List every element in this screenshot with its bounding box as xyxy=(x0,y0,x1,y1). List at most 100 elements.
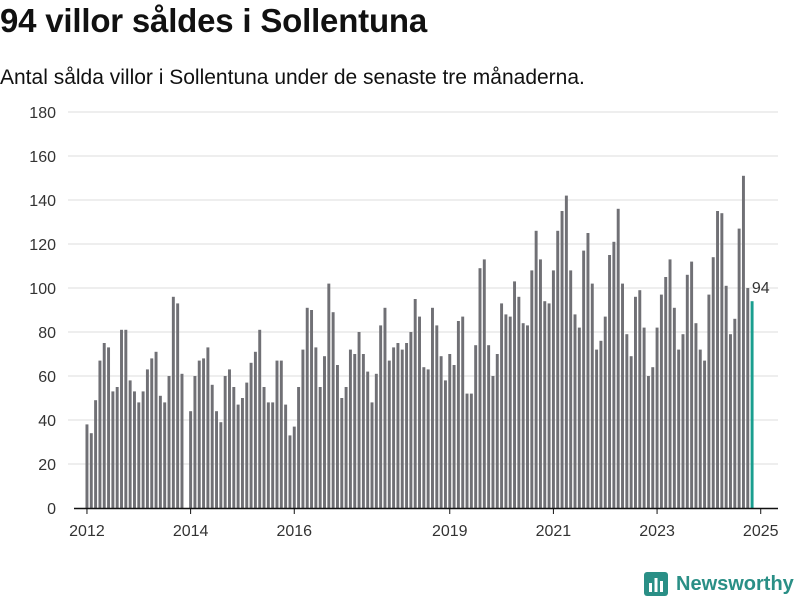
bar xyxy=(543,301,547,508)
bar xyxy=(240,398,244,508)
x-tick-label: 2019 xyxy=(432,523,468,540)
bar xyxy=(586,233,590,508)
bar xyxy=(374,373,378,508)
bar xyxy=(500,303,504,508)
bar xyxy=(228,369,231,508)
newsworthy-logo: Newsworthy xyxy=(644,570,794,598)
bar xyxy=(478,268,482,508)
bar xyxy=(422,367,426,508)
bar xyxy=(448,354,452,508)
y-tick-label: 100 xyxy=(29,281,56,298)
y-tick-label: 140 xyxy=(29,193,56,210)
bar xyxy=(305,307,309,508)
y-tick-label: 60 xyxy=(38,369,56,386)
bar xyxy=(530,270,534,508)
bar xyxy=(154,351,158,508)
bar xyxy=(577,327,581,508)
bar xyxy=(383,307,387,508)
bar xyxy=(621,283,624,508)
y-tick-label: 0 xyxy=(47,501,56,518)
bar xyxy=(634,296,637,508)
bar xyxy=(474,345,478,508)
bar xyxy=(297,387,301,508)
bar xyxy=(344,387,348,508)
bar xyxy=(271,402,275,508)
bar xyxy=(431,307,434,508)
bar xyxy=(189,411,193,508)
bar xyxy=(513,281,517,508)
x-tick-label: 2014 xyxy=(173,523,209,540)
bar xyxy=(348,349,352,508)
bar-highlight xyxy=(750,301,754,508)
bar xyxy=(102,343,106,508)
bar xyxy=(456,321,460,508)
y-tick-label: 20 xyxy=(38,457,56,474)
bar xyxy=(685,274,689,508)
y-tick-label: 40 xyxy=(38,413,56,430)
bar xyxy=(616,208,620,509)
bar xyxy=(176,303,180,508)
bar xyxy=(392,347,396,508)
bar xyxy=(409,332,413,508)
bar xyxy=(288,435,292,508)
bar xyxy=(547,303,551,508)
bar xyxy=(582,250,586,508)
bar xyxy=(236,404,240,508)
bar xyxy=(482,259,486,508)
bar xyxy=(599,340,603,508)
bar xyxy=(323,356,326,508)
axes xyxy=(74,507,778,514)
bar xyxy=(318,387,322,508)
bar xyxy=(642,327,646,508)
bar xyxy=(612,241,616,509)
y-tick-label: 80 xyxy=(38,325,56,342)
bar xyxy=(128,380,132,508)
bar xyxy=(720,213,724,508)
bar xyxy=(655,327,659,508)
bar xyxy=(487,345,491,508)
bar xyxy=(145,369,149,508)
bar xyxy=(258,329,262,508)
bar xyxy=(629,356,633,508)
bar xyxy=(443,380,447,508)
bar xyxy=(158,395,162,508)
bar xyxy=(107,347,111,508)
bar xyxy=(491,376,495,508)
bar xyxy=(551,270,555,508)
bar xyxy=(115,387,119,508)
bar xyxy=(284,404,288,508)
bar xyxy=(569,270,573,508)
bar xyxy=(560,211,564,508)
bar xyxy=(707,294,711,508)
bar xyxy=(418,316,421,508)
bar xyxy=(210,384,214,508)
bar xyxy=(603,316,607,508)
bar xyxy=(729,334,732,508)
bar xyxy=(310,310,314,508)
bar xyxy=(94,400,98,508)
bar xyxy=(197,360,201,508)
bar xyxy=(331,312,335,508)
bar xyxy=(327,283,331,508)
bar xyxy=(405,343,409,508)
bar xyxy=(180,373,184,508)
bar xyxy=(361,354,365,508)
bar xyxy=(711,257,715,508)
newsworthy-logo-icon xyxy=(644,572,668,596)
bar xyxy=(266,402,270,508)
bar xyxy=(206,347,210,508)
bar xyxy=(651,367,655,508)
bar xyxy=(465,393,469,508)
bar xyxy=(638,290,642,508)
bar xyxy=(245,382,249,508)
bar xyxy=(564,195,568,508)
bar xyxy=(171,296,175,508)
bar xyxy=(215,411,218,508)
bar xyxy=(724,285,728,508)
x-tick-label: 2012 xyxy=(69,523,105,540)
labels: 0 20 40 60 80 100 120 140 160 180 2012 2014 2016 2019… xyxy=(29,105,778,540)
bar xyxy=(435,325,439,508)
bar xyxy=(89,433,93,508)
bar xyxy=(379,325,383,508)
